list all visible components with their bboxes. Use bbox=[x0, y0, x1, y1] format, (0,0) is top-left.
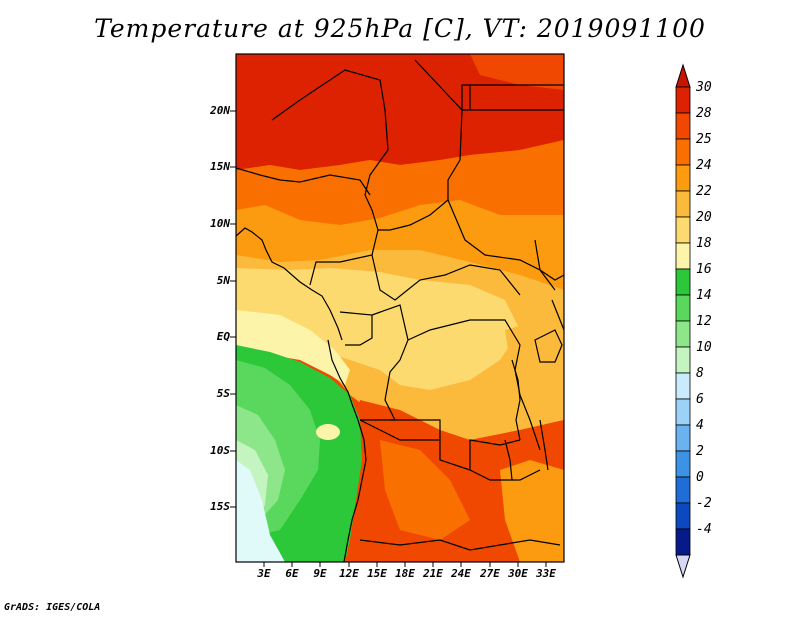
lon-label: 30E bbox=[508, 567, 528, 580]
lon-label: 9E bbox=[313, 567, 327, 580]
colorbar bbox=[675, 63, 691, 579]
colorbar-segment bbox=[675, 294, 691, 322]
colorbar-label: 8 bbox=[696, 366, 704, 381]
lat-label: 10N bbox=[210, 217, 230, 230]
colorbar-label: -4 bbox=[696, 522, 712, 537]
colorbar-label: 30 bbox=[696, 80, 712, 95]
lon-label: 27E bbox=[480, 567, 500, 580]
colorbar-label: 2 bbox=[696, 444, 704, 459]
colorbar-segment bbox=[675, 242, 691, 270]
colorbar-segment bbox=[675, 268, 691, 296]
colorbar-segment bbox=[675, 346, 691, 374]
lon-label: 3E bbox=[257, 567, 271, 580]
colorbar-label: -2 bbox=[696, 496, 712, 511]
colorbar-segment bbox=[675, 450, 691, 478]
colorbar-bottom-arrow bbox=[675, 554, 691, 579]
lon-label: 15E bbox=[367, 567, 387, 580]
lon-label: 18E bbox=[395, 567, 415, 580]
colorbar-segment bbox=[675, 164, 691, 192]
lon-label: 12E bbox=[339, 567, 359, 580]
field-zone-20 bbox=[236, 268, 520, 390]
field-zone-30 bbox=[236, 54, 564, 170]
lat-label: 5N bbox=[216, 274, 230, 287]
colorbar-segment bbox=[675, 138, 691, 166]
field-zone-8 bbox=[236, 460, 285, 562]
colorbar-label: 24 bbox=[696, 158, 712, 173]
colorbar-segment bbox=[675, 398, 691, 426]
colorbar-segment bbox=[675, 216, 691, 244]
colorbar-label: 10 bbox=[696, 340, 712, 355]
colorbar-segment bbox=[675, 502, 691, 530]
lon-ticks bbox=[263, 562, 547, 567]
lon-label: 6E bbox=[285, 567, 299, 580]
field-zone-28-ne bbox=[470, 54, 564, 90]
lat-label: EQ bbox=[216, 330, 230, 343]
field-zone-18 bbox=[236, 310, 350, 385]
lat-label: 5S bbox=[216, 387, 230, 400]
lat-label: 15N bbox=[210, 160, 230, 173]
field-zone-25-south bbox=[380, 440, 470, 540]
field-zone-22-east bbox=[505, 320, 564, 410]
lat-ticks bbox=[230, 110, 236, 508]
lat-label: 10S bbox=[210, 444, 230, 457]
colorbar-segment bbox=[675, 528, 691, 556]
colorbar-top-arrow bbox=[675, 63, 691, 88]
colorbar-label: 6 bbox=[696, 392, 704, 407]
lon-label: 21E bbox=[423, 567, 443, 580]
field-zone-24-se bbox=[500, 460, 564, 562]
colorbar-label: 0 bbox=[696, 470, 704, 485]
grads-credit: GrADS: IGES/COLA bbox=[4, 602, 101, 613]
temperature-field bbox=[236, 54, 564, 562]
colorbar-label: 22 bbox=[696, 184, 712, 199]
colorbar-segment bbox=[675, 424, 691, 452]
colorbar-segment bbox=[675, 86, 691, 114]
colorbar-label: 14 bbox=[696, 288, 712, 303]
colorbar-label: 28 bbox=[696, 106, 712, 121]
lon-label: 24E bbox=[451, 567, 471, 580]
field-warm-patch bbox=[316, 424, 340, 440]
colorbar-label: 25 bbox=[696, 132, 712, 147]
colorbar-segment bbox=[675, 320, 691, 348]
map-frame bbox=[235, 53, 565, 563]
lon-label: 33E bbox=[536, 567, 556, 580]
country-borders bbox=[235, 59, 565, 563]
colorbar-segment bbox=[675, 112, 691, 140]
map-title: Temperature at 925hPa [C], VT: 201909110… bbox=[94, 14, 706, 43]
lat-label: 15S bbox=[210, 500, 230, 513]
colorbar-label: 4 bbox=[696, 418, 704, 433]
colorbar-label: 20 bbox=[696, 210, 712, 225]
colorbar-label: 16 bbox=[696, 262, 712, 277]
colorbar-label: 12 bbox=[696, 314, 712, 329]
colorbar-segment bbox=[675, 190, 691, 218]
colorbar-segment bbox=[675, 372, 691, 400]
colorbar-segment bbox=[675, 476, 691, 504]
colorbar-label: 18 bbox=[696, 236, 712, 251]
lat-label: 20N bbox=[210, 104, 230, 117]
